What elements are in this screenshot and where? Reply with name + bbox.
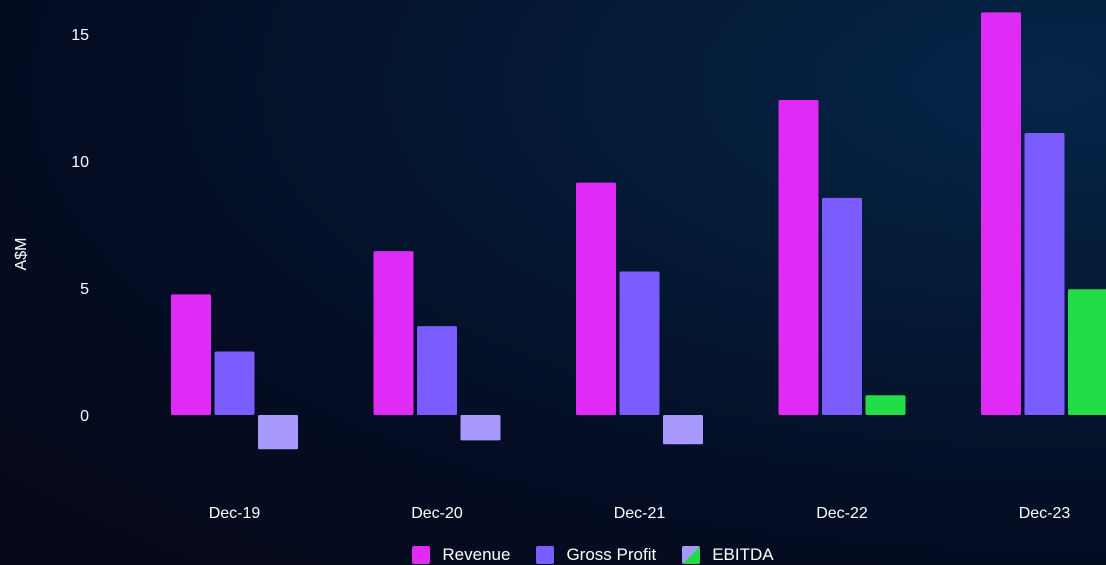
legend: Revenue Gross Profit EBITDA [0,544,1106,565]
x-tick-label: Dec-19 [209,505,261,522]
y-tick-label: 10 [71,154,89,171]
bar-ebitda-dec-19[interactable] [258,415,298,450]
bar-revenue-dec-21[interactable] [576,182,616,415]
bar-revenue-dec-22[interactable] [778,100,819,415]
bar-ebitda-dec-22[interactable] [865,395,906,415]
legend-label-ebitda: EBITDA [712,545,774,564]
x-tick-label: Dec-20 [411,505,463,522]
y-tick-label: 0 [80,408,89,425]
bar-gross-profit-dec-21[interactable] [619,271,660,415]
legend-item-gross-profit[interactable]: Gross Profit [536,544,656,565]
y-axis: 0 5 10 15 [71,27,89,425]
legend-item-revenue[interactable]: Revenue [412,544,510,565]
bar-ebitda-dec-21[interactable] [663,415,703,445]
legend-item-ebitda[interactable]: EBITDA [682,544,774,565]
legend-label-revenue: Revenue [442,545,511,564]
legend-label-gross-profit: Gross Profit [566,545,657,564]
bars [171,12,1106,450]
bar-gross-profit-dec-23[interactable] [1024,133,1065,415]
legend-swatch-revenue [412,546,431,564]
x-axis: Dec-19 Dec-20 Dec-21 Dec-22 Dec-23 [209,505,1071,522]
bar-gross-profit-dec-19[interactable] [214,351,255,416]
bar-gross-profit-dec-20[interactable] [417,326,457,415]
bar-revenue-dec-23[interactable] [981,12,1021,415]
bar-revenue-dec-19[interactable] [171,294,211,415]
x-tick-label: Dec-23 [1019,505,1071,522]
y-axis-label: A$M [13,238,30,271]
bar-gross-profit-dec-22[interactable] [822,197,862,415]
y-tick-label: 15 [71,27,89,44]
bar-revenue-dec-20[interactable] [373,251,414,415]
legend-swatch-gross-profit [536,546,555,564]
x-tick-label: Dec-22 [816,505,868,522]
legend-swatch-ebitda [682,546,701,564]
bar-chart: 0 5 10 15 A$M Dec-19 Dec-20 Dec-21 Dec-22 Dec-2… [13,12,1106,522]
x-tick-label: Dec-21 [614,505,666,522]
bar-ebitda-dec-23[interactable] [1068,289,1106,415]
y-tick-label: 5 [80,281,89,298]
bar-ebitda-dec-20[interactable] [460,415,501,441]
